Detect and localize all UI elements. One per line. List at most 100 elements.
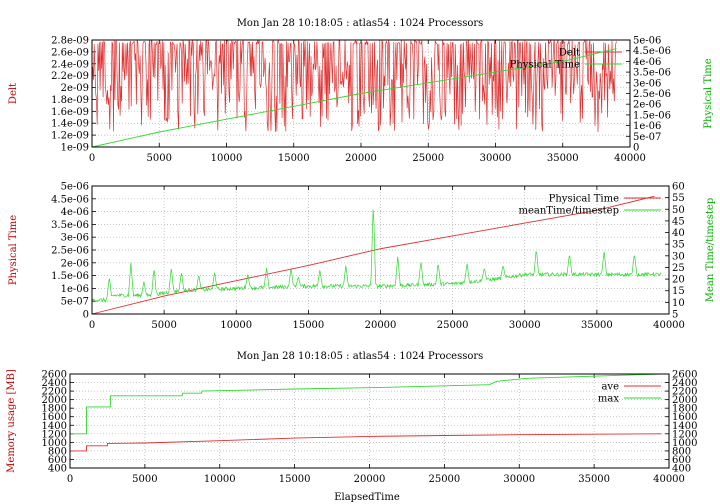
- x-axis-label: ElapsedTime: [334, 492, 400, 503]
- x-tick-label: 15000: [278, 153, 310, 164]
- x-tick-label: 15000: [279, 474, 311, 485]
- y-tick-label-right: 25: [672, 263, 685, 274]
- y-tick-label-right: 2600: [672, 370, 697, 381]
- x-tick-label: 10000: [211, 153, 243, 164]
- x-tick-label: 0: [89, 153, 95, 164]
- y-tick-label-right: 5e-06: [633, 36, 661, 47]
- y-tick-label-left: 2.4e-09: [51, 59, 89, 70]
- x-tick-label: 30000: [509, 320, 541, 331]
- x-tick-label: 10000: [220, 320, 252, 331]
- y-tick-label-right: 2400: [672, 378, 697, 389]
- y-tick-label-right: 5: [672, 310, 678, 321]
- y-tick-label-left: 1800: [42, 404, 67, 415]
- y-tick-label-left: 2.8e-09: [51, 36, 89, 47]
- y-tick-label-right: 2e-06: [633, 100, 661, 111]
- x-tick-label: 35000: [581, 320, 613, 331]
- y-tick-label-left: 2.2e-09: [51, 71, 89, 82]
- series-line-physical-time: [91, 48, 617, 148]
- plot-frame: [91, 39, 631, 148]
- y-tick-label-left: 2.5e-06: [51, 246, 89, 257]
- y-tick-label-right: 600: [672, 455, 691, 466]
- y-tick-label-right: 4.5e-06: [633, 46, 671, 57]
- y-tick-label-left: 1.5e-06: [51, 271, 89, 282]
- y-tick-label-left: 2.6e-09: [51, 47, 89, 58]
- y-tick-label-left: 1400: [42, 421, 67, 432]
- y-axis-label-right: Mean Time/timestep: [705, 198, 716, 302]
- y-tick-label-left: 1200: [42, 429, 67, 440]
- top-title: Mon Jan 28 10:18:05 : atlas54 : 1024 Pro…: [237, 18, 484, 29]
- x-tick-label: 35000: [547, 153, 579, 164]
- y-tick-label-left: 1.6e-09: [51, 107, 89, 118]
- legend-label: ave: [601, 382, 619, 393]
- x-tick-label: 30000: [480, 153, 512, 164]
- x-tick-label: 0: [89, 320, 95, 331]
- panel-bottom: 0 5000 10000 15000 20000 25000 30000 35000 40000…: [6, 369, 697, 485]
- y-tick-label-right: 2000: [672, 395, 697, 406]
- y-tick-label-left: 5e-06: [61, 182, 89, 193]
- plot-frame: [69, 373, 670, 469]
- y-tick-label-right: 45: [672, 216, 685, 227]
- y-tick-label-right: 1800: [672, 404, 697, 415]
- y-tick-label-left: 2000: [42, 395, 67, 406]
- y-tick-label-left: 2400: [42, 378, 67, 389]
- series-line-meantime-timestep: [91, 209, 662, 303]
- y-tick-label-right: 1e-06: [633, 121, 661, 132]
- legend-label: Delt: [559, 48, 580, 59]
- y-tick-label-left: 1.2e-09: [51, 131, 89, 142]
- y-tick-label-right: 3e-06: [633, 78, 661, 89]
- y-tick-label-left: 1.8e-09: [51, 95, 89, 106]
- y-tick-label-left: 3e-06: [61, 233, 89, 244]
- y-tick-label-right: 30: [672, 251, 685, 262]
- y-tick-label-left: 400: [48, 464, 67, 475]
- x-tick-label: 5000: [147, 153, 172, 164]
- y-tick-label-left: 1e-06: [61, 284, 89, 295]
- x-tick-label: 15000: [292, 320, 324, 331]
- x-tick-label: 10000: [204, 474, 236, 485]
- y-tick-label-right: 4e-06: [633, 57, 661, 68]
- x-tick-label: 20000: [345, 153, 377, 164]
- x-tick-label: 0: [67, 474, 73, 485]
- x-tick-label: 5000: [151, 320, 176, 331]
- y-tick-label-left: 4.5e-06: [51, 194, 89, 205]
- y-tick-label-right: 20: [672, 275, 685, 286]
- legend-label: Physical Time: [549, 194, 619, 205]
- legend-label: meanTime/timestep: [518, 206, 619, 217]
- y-tick-label-left: 3.5e-06: [51, 220, 89, 231]
- x-tick-label: 25000: [428, 474, 460, 485]
- x-tick-label: 40000: [653, 320, 685, 331]
- y-tick-label-right: 1.5e-06: [633, 110, 671, 121]
- y-tick-label-right: 1200: [672, 429, 697, 440]
- y-tick-label-right: 5e-07: [633, 132, 661, 143]
- x-tick-label: 25000: [437, 320, 469, 331]
- series-line-delt: [91, 38, 617, 133]
- y-tick-label-right: 3.5e-06: [633, 68, 671, 79]
- y-tick-label-left: 1600: [42, 412, 67, 423]
- panel-middle: 0 5000 10000 15000 20000 25000 30000 35000 40000…: [8, 182, 716, 332]
- plot-frame: [91, 185, 670, 315]
- y-tick-label-right: 60: [672, 182, 685, 193]
- y-tick-label-left: 600: [48, 455, 67, 466]
- y-tick-label-right: 1400: [672, 421, 697, 432]
- legend-label: max: [598, 394, 619, 405]
- y-tick-label-right: 50: [672, 205, 685, 216]
- y-tick-label-right: 15: [672, 286, 685, 297]
- y-tick-label-right: 40: [672, 228, 685, 239]
- legend-label: Physical Time: [510, 60, 580, 71]
- y-tick-label-right: 400: [672, 464, 691, 475]
- y-tick-label-left: 2200: [42, 387, 67, 398]
- x-tick-label: 20000: [365, 320, 397, 331]
- y-tick-label-right: 1000: [672, 438, 697, 449]
- panel-top: 0 5000 10000 15000 20000 25000 30000 35000 40000…: [8, 36, 714, 165]
- y-axis-label-left: Physical Time: [8, 215, 19, 285]
- y-tick-label-right: 10: [672, 298, 685, 309]
- y-tick-label-left: 2e-06: [61, 258, 89, 269]
- y-tick-label-left: 2600: [42, 370, 67, 381]
- y-tick-label-right: 800: [672, 446, 691, 457]
- y-tick-label-right: 0: [633, 143, 639, 154]
- y-tick-label-left: 5e-07: [61, 297, 89, 308]
- y-tick-label-left: 2e-09: [61, 83, 89, 94]
- bottom-title: Mon Jan 28 10:18:05 : atlas54 : 1024 Pro…: [237, 351, 484, 362]
- y-tick-label-left: 4e-06: [61, 207, 89, 218]
- series-line-max: [70, 373, 662, 435]
- x-tick-label: 5000: [132, 474, 157, 485]
